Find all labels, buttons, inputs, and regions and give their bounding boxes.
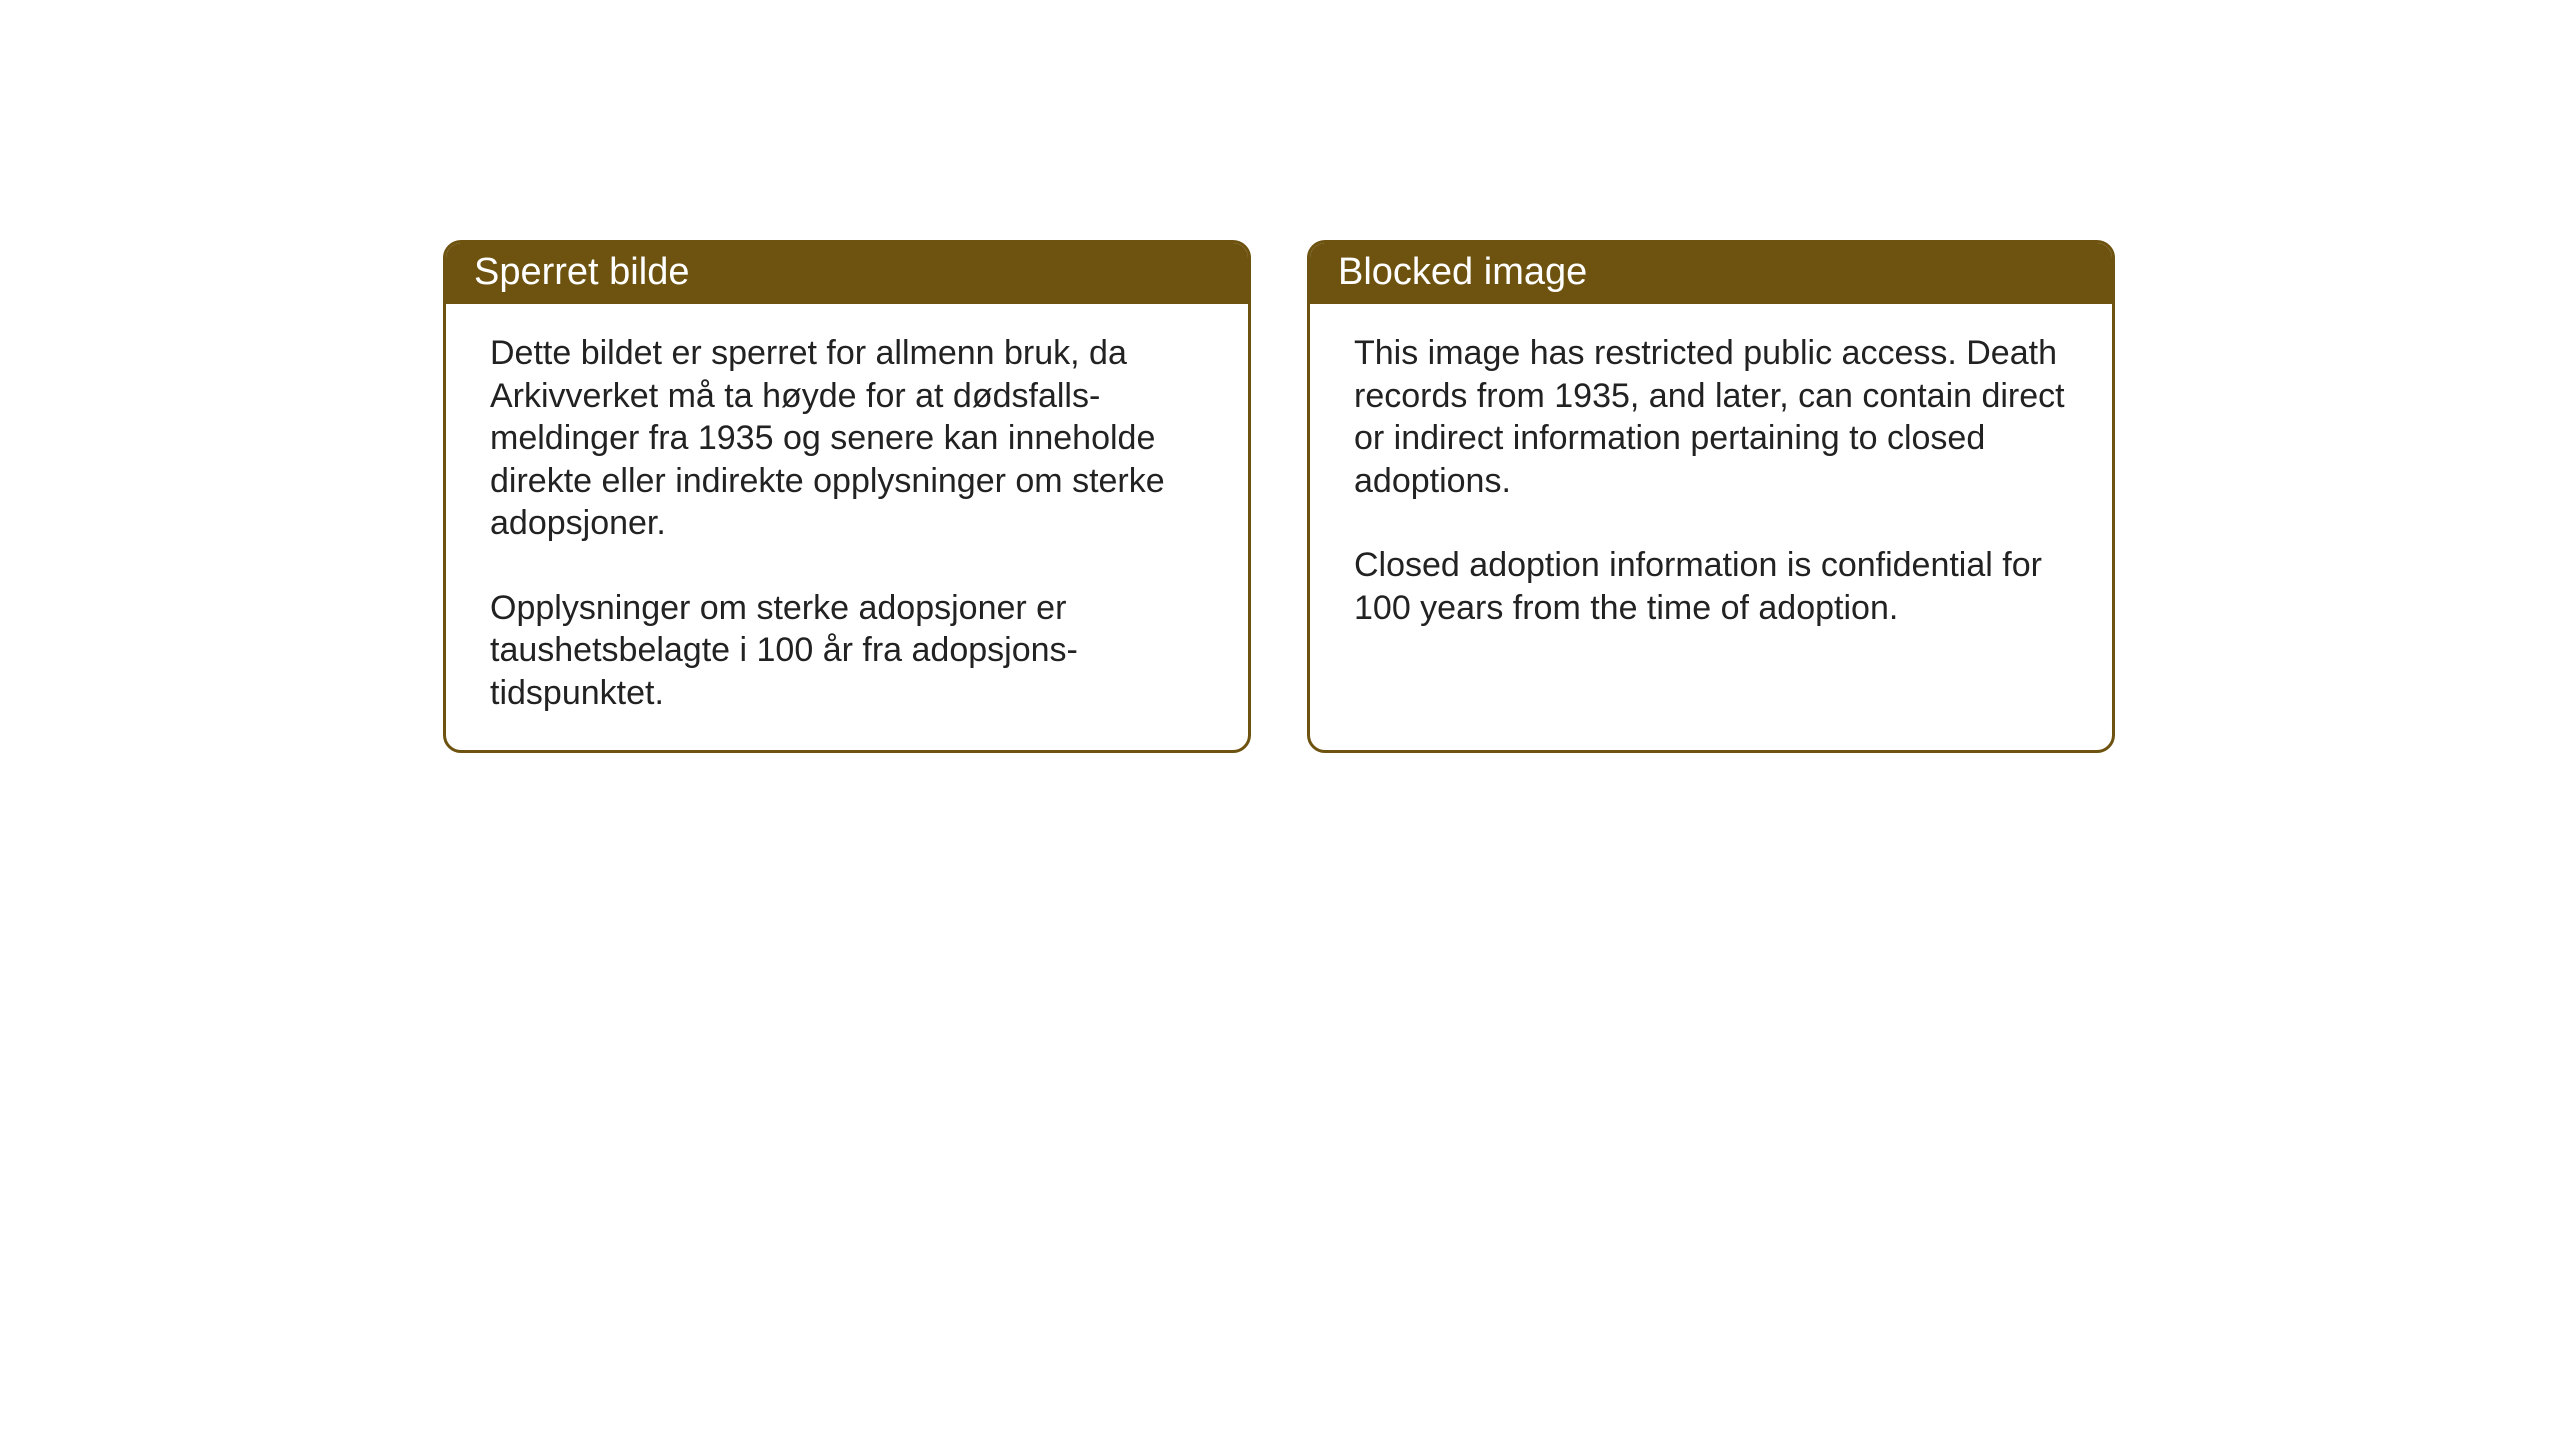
notice-paragraph: Closed adoption information is confident… — [1354, 544, 2068, 629]
notice-paragraph: Opplysninger om sterke adopsjoner er tau… — [490, 587, 1204, 715]
notice-paragraph: This image has restricted public access.… — [1354, 332, 2068, 502]
notice-header-english: Blocked image — [1310, 243, 2112, 304]
notice-paragraph: Dette bildet er sperret for allmenn bruk… — [490, 332, 1204, 545]
notice-body-norwegian: Dette bildet er sperret for allmenn bruk… — [446, 304, 1248, 750]
notice-box-norwegian: Sperret bilde Dette bildet er sperret fo… — [443, 240, 1251, 753]
notice-header-norwegian: Sperret bilde — [446, 243, 1248, 304]
notice-box-english: Blocked image This image has restricted … — [1307, 240, 2115, 753]
notice-body-english: This image has restricted public access.… — [1310, 304, 2112, 665]
notice-container: Sperret bilde Dette bildet er sperret fo… — [0, 0, 2560, 753]
